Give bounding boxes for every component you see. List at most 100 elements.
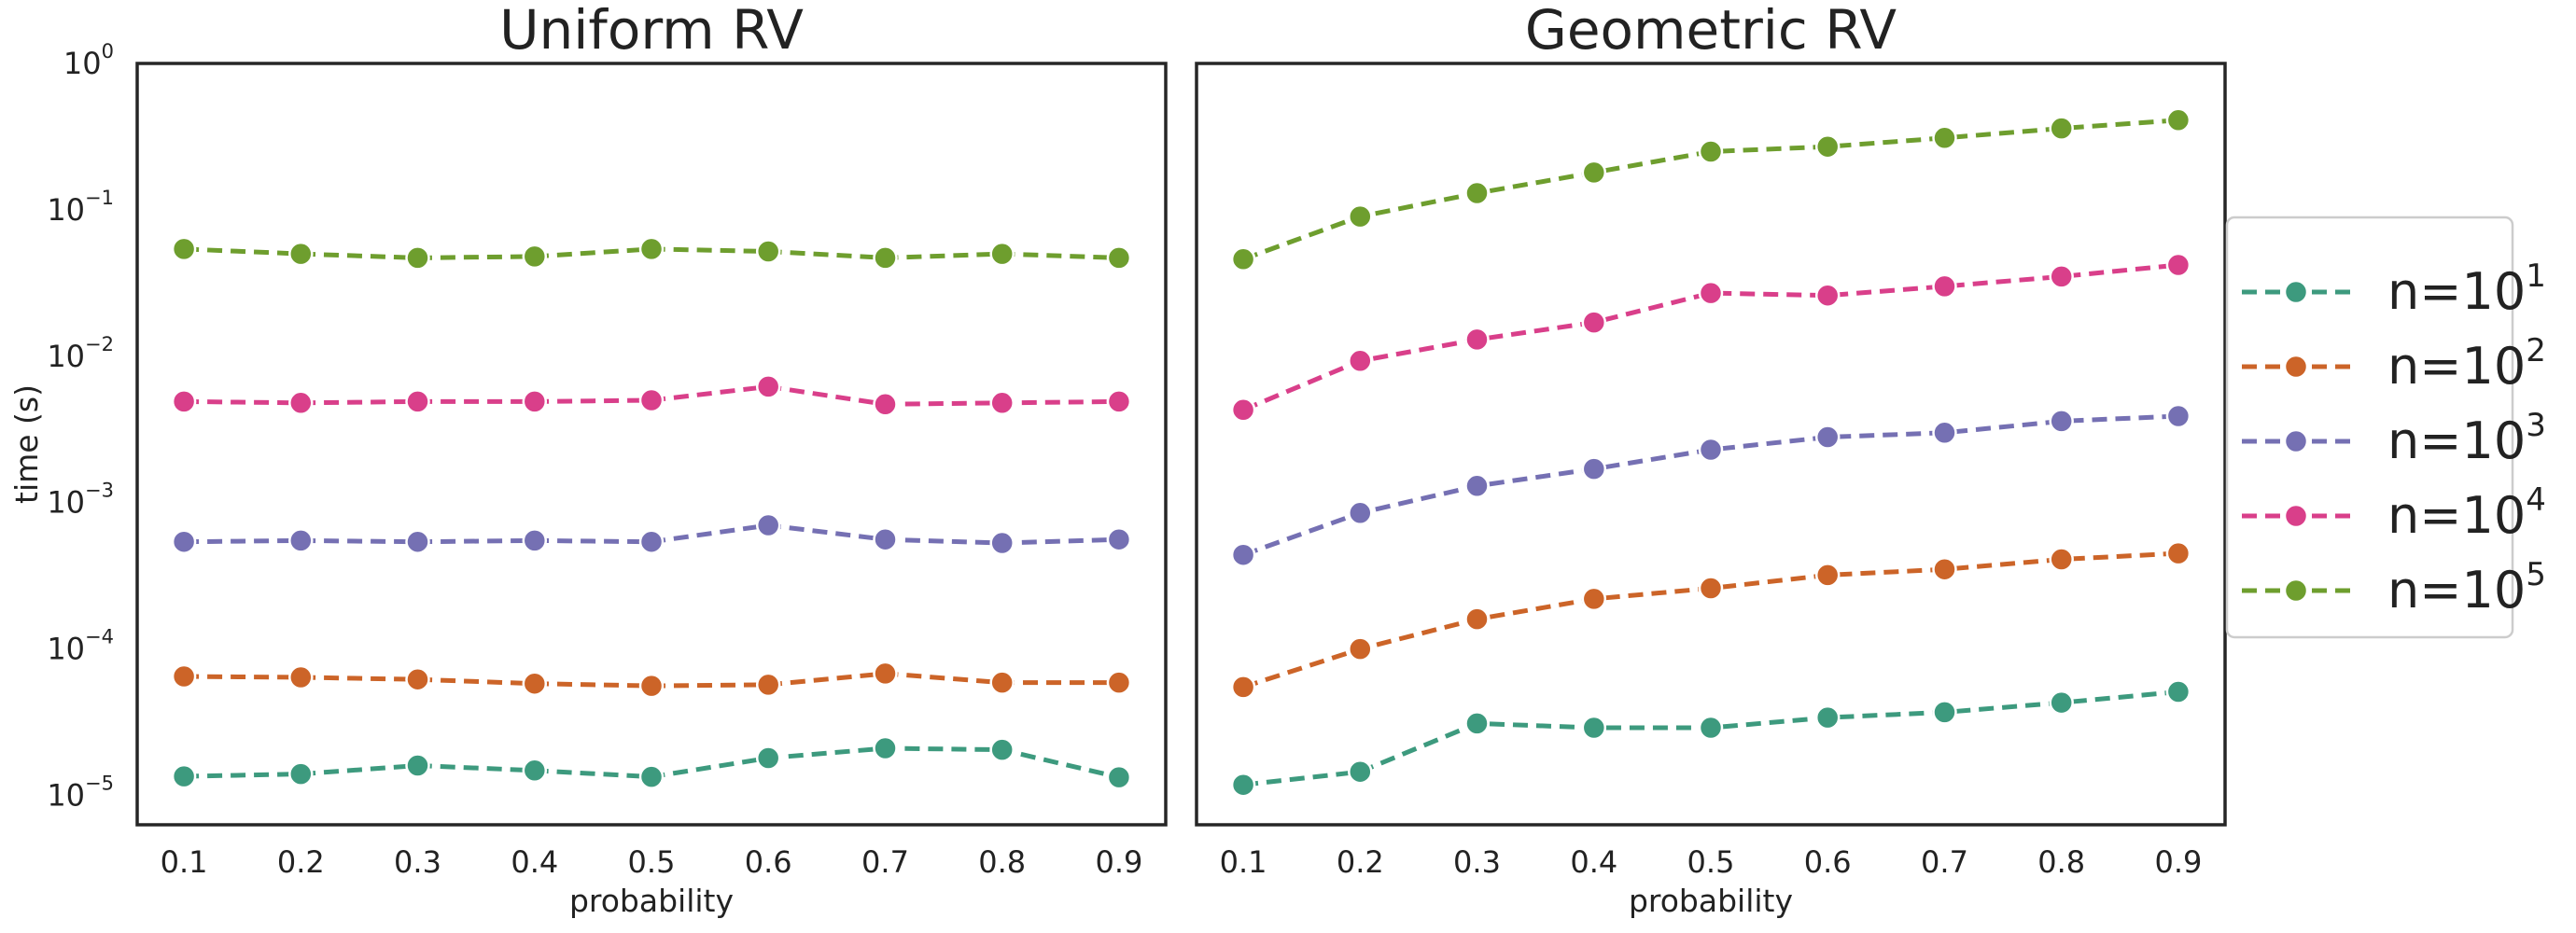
data-point xyxy=(989,670,1015,695)
data-point xyxy=(405,666,430,692)
x-ticks-geometric: 0.1 0.2 0.3 0.4 0.5 0.6 0.7 0.8 0.9 xyxy=(1220,844,2203,880)
data-point xyxy=(755,745,781,771)
data-point xyxy=(171,763,197,789)
series-line-3 xyxy=(1242,413,2179,558)
y-tick-label: 100 xyxy=(63,40,114,81)
data-point xyxy=(1348,203,1373,230)
data-point xyxy=(1230,246,1256,272)
data-point xyxy=(171,663,197,689)
data-point xyxy=(405,245,430,271)
data-point xyxy=(1464,473,1490,499)
data-point xyxy=(2049,116,2074,141)
x-tick-label: 0.6 xyxy=(1804,844,1852,880)
x-tick-label: 0.6 xyxy=(745,844,792,880)
data-point xyxy=(288,664,314,690)
data-point xyxy=(1464,606,1490,632)
data-point xyxy=(1230,397,1256,423)
x-tick-label: 0.2 xyxy=(1337,844,1384,880)
data-point xyxy=(873,735,898,761)
data-point xyxy=(1464,180,1490,206)
data-point xyxy=(288,390,314,416)
y-tick-label: 10−3 xyxy=(47,480,114,521)
data-point xyxy=(1106,764,1132,790)
data-point xyxy=(638,387,665,413)
data-point xyxy=(522,758,548,784)
data-point xyxy=(1932,700,1957,725)
data-point xyxy=(2165,403,2191,429)
data-point xyxy=(989,737,1015,762)
x-tick-label: 0.5 xyxy=(628,844,676,880)
panel-uniform: Uniform RV 0.1 0.2 0.3 0.4 0.5 0.6 0.7 0.8 0.9 1… xyxy=(8,0,1168,919)
data-point xyxy=(1230,675,1256,700)
data-point xyxy=(638,529,665,554)
x-tick-label: 0.2 xyxy=(277,844,325,880)
legend-label-5: n=105 xyxy=(2387,556,2546,620)
data-point xyxy=(1581,586,1607,612)
data-point xyxy=(1932,125,1957,151)
data-point xyxy=(1581,715,1607,741)
data-point xyxy=(288,241,314,267)
data-point xyxy=(1814,425,1841,450)
y-ticks-uniform: 100 10−1 10−2 10−3 10−4 10−5 xyxy=(47,40,114,814)
data-point xyxy=(1106,389,1132,414)
panel-title-uniform: Uniform RV xyxy=(499,0,804,62)
panel-geometric: Geometric RV 0.1 0.2 0.3 0.4 0.5 0.6 0.7 0.8 0.9… xyxy=(1195,0,2227,919)
data-point xyxy=(405,389,430,414)
y-axis-label: time (s) xyxy=(8,384,45,504)
data-point xyxy=(2165,107,2191,133)
data-point xyxy=(2165,540,2191,566)
legend-label-1: n=101 xyxy=(2387,258,2546,321)
x-tick-label: 0.1 xyxy=(161,844,208,880)
data-point xyxy=(2165,252,2191,278)
data-point xyxy=(2049,264,2074,289)
data-point xyxy=(1106,526,1132,552)
data-point xyxy=(405,753,430,778)
data-point xyxy=(989,530,1015,556)
data-point xyxy=(638,673,665,699)
x-ticks-uniform: 0.1 0.2 0.3 0.4 0.5 0.6 0.7 0.8 0.9 xyxy=(161,844,1143,880)
series-line-2 xyxy=(1242,550,2179,689)
data-point xyxy=(1814,283,1841,308)
legend-label-4: n=104 xyxy=(2387,481,2546,545)
data-point xyxy=(1581,456,1607,481)
series-line-4 xyxy=(1242,262,2179,412)
data-point xyxy=(873,526,898,552)
data-point xyxy=(1932,420,1957,446)
x-tick-label: 0.7 xyxy=(861,844,909,880)
y-tick-label: 10−5 xyxy=(47,773,114,814)
data-point xyxy=(755,672,781,698)
x-tick-label: 0.8 xyxy=(978,844,1026,880)
x-tick-label: 0.3 xyxy=(394,844,441,880)
data-point xyxy=(1348,759,1373,785)
legend-label-2: n=102 xyxy=(2387,332,2546,396)
data-point xyxy=(1348,348,1373,374)
data-point xyxy=(1348,500,1373,526)
data-point xyxy=(2049,689,2074,716)
data-point xyxy=(522,244,548,270)
data-point xyxy=(638,236,665,262)
x-tick-label: 0.7 xyxy=(1921,844,1968,880)
data-point xyxy=(171,236,197,262)
legend-label-3: n=103 xyxy=(2387,407,2546,470)
x-tick-label: 0.9 xyxy=(2154,844,2202,880)
legend-marker-4 xyxy=(2283,503,2309,529)
legend-marker-3 xyxy=(2283,428,2309,454)
data-point xyxy=(1698,437,1724,463)
data-point xyxy=(1106,245,1132,271)
data-point xyxy=(1932,556,1957,582)
x-tick-label: 0.4 xyxy=(1570,844,1617,880)
legend-marker-2 xyxy=(2283,354,2309,380)
y-tick-label: 10−2 xyxy=(47,333,114,374)
x-tick-label: 0.5 xyxy=(1687,844,1735,880)
data-point xyxy=(522,389,548,414)
data-point xyxy=(1814,563,1841,588)
legend-marker-5 xyxy=(2283,578,2309,604)
data-point xyxy=(2165,679,2191,704)
x-tick-label: 0.1 xyxy=(1220,844,1267,880)
data-point xyxy=(1698,280,1724,306)
data-point xyxy=(405,529,430,554)
x-tick-label: 0.4 xyxy=(511,844,558,880)
data-point xyxy=(1464,327,1490,353)
data-point xyxy=(1698,576,1724,601)
